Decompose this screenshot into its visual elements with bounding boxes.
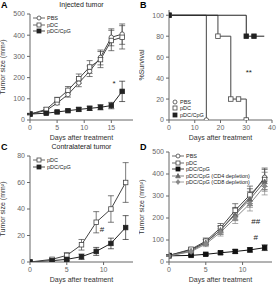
svg-text:30: 30 [242, 124, 250, 131]
svg-text:5: 5 [55, 124, 59, 131]
html-text:pDC/CpG: pDC/CpG [47, 163, 71, 170]
svg-text:400: 400 [152, 170, 164, 177]
svg-text:100: 100 [13, 95, 25, 102]
svg-text:300: 300 [152, 192, 164, 199]
svg-text:0: 0 [160, 116, 164, 123]
svg-text:##: ## [251, 217, 260, 226]
svg-text:0: 0 [160, 258, 164, 265]
html-text:pDC: pDC [47, 21, 58, 28]
svg-text:15: 15 [107, 124, 115, 131]
svg-text:Tumor size (mm²): Tumor size (mm²) [139, 180, 146, 235]
svg-text:100: 100 [152, 236, 164, 243]
svg-text:500: 500 [13, 10, 25, 17]
html-text:pDC: pDC [180, 105, 191, 111]
html-text:PBS: PBS [186, 153, 197, 159]
svg-text:#: # [254, 233, 259, 242]
svg-text:20: 20 [217, 124, 225, 131]
svg-text:400: 400 [13, 32, 25, 39]
svg-text:40: 40 [156, 75, 164, 82]
html-text:pDC/CpG: pDC/CpG [180, 111, 204, 118]
svg-text:0: 0 [21, 258, 25, 265]
svg-text:100: 100 [152, 12, 164, 19]
html-text:pDC/CpG (CD4 depletion): pDC/CpG (CD4 depletion) [186, 172, 250, 179]
html-text:C: C [1, 142, 8, 152]
svg-text:80: 80 [17, 152, 25, 159]
svg-text:5: 5 [204, 266, 208, 273]
svg-text:*: * [112, 79, 115, 88]
svg-text:80: 80 [156, 33, 164, 40]
svg-text:Days after treatment: Days after treatment [189, 276, 252, 284]
svg-text:#: # [100, 225, 105, 234]
svg-text:20: 20 [17, 232, 25, 239]
svg-text:10: 10 [191, 124, 199, 131]
html-text:PBS: PBS [47, 15, 58, 21]
html-text:PBS: PBS [180, 98, 191, 105]
html-text:A: A [1, 0, 8, 10]
svg-text:**: ** [246, 68, 252, 77]
html-text:pDC/CpG: pDC/CpG [47, 28, 71, 34]
svg-text:500: 500 [152, 148, 164, 155]
svg-text:10: 10 [80, 124, 88, 131]
svg-text:0: 0 [167, 124, 171, 131]
svg-text:Days after treatment: Days after treatment [50, 134, 113, 142]
html-text:D: D [140, 142, 147, 152]
svg-text:Days after treatment: Days after treatment [50, 276, 113, 284]
html-text:Injected tumor: Injected tumor [59, 1, 104, 8]
svg-text:300: 300 [13, 53, 25, 60]
svg-text:40: 40 [268, 124, 270, 131]
svg-text:10: 10 [100, 266, 108, 273]
svg-text:0: 0 [167, 266, 171, 273]
svg-text:Days after treatment: Days after treatment [189, 134, 252, 142]
svg-text:60: 60 [156, 54, 164, 61]
svg-text:%Survival: %Survival [139, 49, 145, 81]
svg-text:60: 60 [17, 179, 25, 186]
svg-text:0: 0 [28, 124, 32, 131]
html-text:B: B [140, 0, 147, 10]
svg-text:200: 200 [152, 214, 164, 221]
svg-text:0: 0 [28, 266, 32, 273]
html-text:pDC/CpG (CD8 depletion): pDC/CpG (CD8 depletion) [186, 179, 250, 185]
svg-text:0: 0 [21, 116, 25, 123]
html-text:Contralateral tumor: Contralateral tumor [51, 143, 112, 150]
html-text:pDC: pDC [47, 157, 58, 163]
svg-text:200: 200 [13, 74, 25, 81]
html-text:pDC/CpG: pDC/CpG [186, 166, 210, 172]
svg-text:40: 40 [17, 205, 25, 212]
svg-text:10: 10 [239, 266, 247, 273]
html-text:pDC: pDC [186, 159, 197, 166]
svg-text:20: 20 [156, 96, 164, 103]
svg-text:5: 5 [65, 266, 69, 273]
